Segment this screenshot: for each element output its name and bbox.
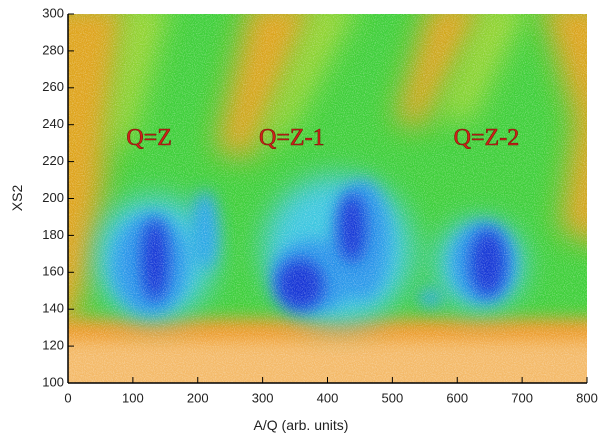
x-tick-label: 0 [64, 390, 71, 405]
y-tick-label: 140 [42, 301, 64, 316]
x-tick-label: 800 [576, 390, 598, 405]
x-tick-label: 200 [187, 390, 209, 405]
y-axis-label: XS2 [9, 185, 25, 212]
x-tick-label: 400 [317, 390, 339, 405]
x-tick-label: 100 [122, 390, 144, 405]
y-tick-label: 100 [42, 374, 64, 389]
annotation: Q=Z [126, 125, 172, 151]
x-tick-label: 600 [446, 390, 468, 405]
y-tick-label: 220 [42, 153, 64, 168]
y-tick-label: 260 [42, 79, 64, 94]
x-tick-label: 500 [382, 390, 404, 405]
x-tick-label: 700 [511, 390, 533, 405]
y-tick-label: 280 [42, 42, 64, 57]
y-tick-label: 240 [42, 116, 64, 131]
y-tick-label: 120 [42, 338, 64, 353]
y-tick-label: 180 [42, 227, 64, 242]
x-tick-label: 300 [252, 390, 274, 405]
annotation: Q=Z-1 [259, 125, 325, 151]
y-tick-label: 300 [42, 5, 64, 20]
density-map [68, 14, 587, 383]
y-tick-label: 200 [42, 190, 64, 205]
x-axis-label: A/Q (arb. units) [254, 417, 349, 433]
y-tick-label: 160 [42, 264, 64, 279]
annotation: Q=Z-2 [454, 125, 520, 151]
